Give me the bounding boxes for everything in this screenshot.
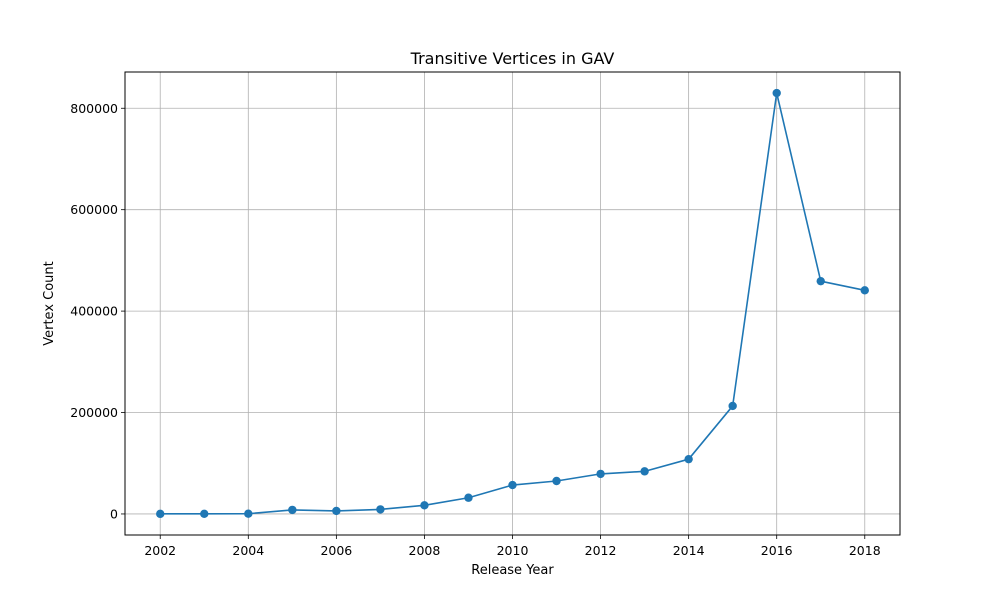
data-point [200, 509, 209, 519]
data-point [420, 501, 429, 510]
data-point [156, 509, 165, 519]
data-point [464, 493, 473, 502]
data-point [376, 505, 385, 514]
y-tick-label: 800000 [70, 101, 118, 116]
x-tick-label: 2012 [585, 543, 617, 558]
data-point [772, 88, 781, 98]
x-tick-label: 2004 [232, 543, 264, 558]
grid [125, 72, 900, 535]
data-point [596, 469, 605, 479]
y-tick-label: 0 [110, 506, 118, 521]
data-point [728, 401, 737, 411]
data-point [244, 509, 253, 518]
x-tick-label: 2014 [673, 543, 705, 558]
data-point [288, 505, 297, 515]
y-axis-label: Vertex Count [42, 261, 57, 346]
x-tick-label: 2016 [761, 543, 793, 558]
y-tick-label: 200000 [70, 405, 118, 420]
x-axis-label: Release Year [471, 563, 554, 578]
x-tick-label: 2010 [497, 543, 529, 558]
data-point [684, 454, 693, 464]
x-tick-label: 2008 [409, 543, 441, 558]
data-point [860, 286, 869, 295]
data-point [640, 467, 649, 476]
data-point [508, 480, 517, 490]
data-point [552, 476, 561, 486]
y-tick-label: 400000 [70, 304, 118, 319]
axis-ticks: 2002 2004 2006 2008 2010 2012 2014 2016 2018 0 200… [70, 101, 880, 558]
data-point [816, 276, 825, 286]
data-point [332, 506, 341, 516]
chart-title: Transitive Vertices in GAV [410, 49, 615, 68]
series-layer [156, 88, 869, 519]
y-tick-label: 600000 [70, 202, 118, 217]
x-tick-label: 2006 [320, 543, 352, 558]
x-tick-label: 2018 [849, 543, 881, 558]
x-tick-label: 2002 [144, 543, 176, 558]
